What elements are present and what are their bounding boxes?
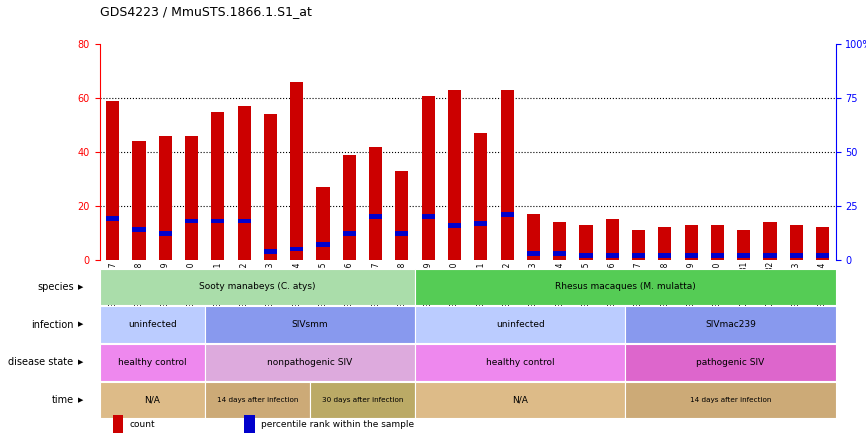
Text: ▶: ▶ <box>78 284 83 290</box>
Bar <box>204 306 415 343</box>
Text: ▶: ▶ <box>78 359 83 365</box>
Text: pathogenic SIV: pathogenic SIV <box>696 358 765 367</box>
Bar <box>415 269 836 305</box>
Bar <box>579 225 592 260</box>
Bar <box>369 147 382 260</box>
Text: percentile rank within the sample: percentile rank within the sample <box>262 420 415 428</box>
Bar <box>684 253 698 258</box>
Text: GDS4223 / MmuSTS.1866.1.S1_at: GDS4223 / MmuSTS.1866.1.S1_at <box>100 5 312 18</box>
Text: healthy control: healthy control <box>486 358 554 367</box>
Text: nonpathogenic SIV: nonpathogenic SIV <box>268 358 352 367</box>
Bar <box>553 251 566 256</box>
Bar <box>100 382 204 418</box>
Bar <box>396 171 409 260</box>
Bar <box>422 214 435 219</box>
Bar <box>790 225 803 260</box>
Bar <box>501 212 514 217</box>
Bar <box>316 187 330 260</box>
Text: ▶: ▶ <box>78 321 83 328</box>
Bar <box>158 136 171 260</box>
Bar <box>204 344 415 381</box>
Bar <box>211 112 224 260</box>
Text: healthy control: healthy control <box>118 358 186 367</box>
Text: Sooty manabeys (C. atys): Sooty manabeys (C. atys) <box>199 282 315 291</box>
Text: 14 days after infection: 14 days after infection <box>216 397 298 403</box>
Bar <box>605 219 619 260</box>
Text: uninfected: uninfected <box>496 320 545 329</box>
Bar <box>185 218 198 223</box>
Bar <box>237 106 251 260</box>
Bar <box>100 306 204 343</box>
Bar <box>737 253 750 258</box>
Bar <box>475 133 488 260</box>
Text: infection: infection <box>31 320 74 329</box>
Bar <box>625 306 836 343</box>
Bar <box>107 101 120 260</box>
Bar <box>264 115 277 260</box>
Bar <box>684 225 698 260</box>
Text: N/A: N/A <box>145 396 160 404</box>
Bar <box>415 382 625 418</box>
Bar <box>158 231 171 236</box>
Text: 30 days after infection: 30 days after infection <box>322 397 404 403</box>
Bar <box>290 82 303 260</box>
Text: time: time <box>51 395 74 405</box>
Bar <box>204 382 310 418</box>
Text: count: count <box>130 420 156 428</box>
Bar <box>711 253 724 258</box>
Bar <box>343 155 356 260</box>
Bar <box>132 141 145 260</box>
Bar <box>737 230 750 260</box>
Bar <box>415 344 625 381</box>
Bar <box>448 223 461 228</box>
Bar <box>369 214 382 219</box>
Bar <box>237 218 251 223</box>
Bar <box>448 90 461 260</box>
Bar <box>244 415 255 433</box>
Bar <box>816 227 829 260</box>
Bar <box>132 227 145 232</box>
Text: N/A: N/A <box>513 396 528 404</box>
Bar <box>475 221 488 226</box>
Bar <box>625 344 836 381</box>
Bar <box>107 216 120 221</box>
Text: species: species <box>37 282 74 292</box>
Bar <box>658 253 671 258</box>
Bar <box>625 382 836 418</box>
Bar <box>316 242 330 247</box>
Bar <box>632 253 645 258</box>
Bar <box>632 230 645 260</box>
Bar <box>290 246 303 251</box>
Text: disease state: disease state <box>9 357 74 367</box>
Bar <box>658 227 671 260</box>
Bar <box>527 251 540 256</box>
Text: SIVsmm: SIVsmm <box>292 320 328 329</box>
Bar <box>396 231 409 236</box>
Bar <box>185 136 198 260</box>
Bar <box>553 222 566 260</box>
Bar <box>764 222 777 260</box>
Bar <box>343 231 356 236</box>
Bar <box>527 214 540 260</box>
Bar <box>790 253 803 258</box>
Bar <box>501 90 514 260</box>
Bar <box>711 225 724 260</box>
Text: ▶: ▶ <box>78 397 83 403</box>
Bar <box>100 269 415 305</box>
Text: Rhesus macaques (M. mulatta): Rhesus macaques (M. mulatta) <box>555 282 695 291</box>
Text: 14 days after infection: 14 days after infection <box>690 397 772 403</box>
Text: SIVmac239: SIVmac239 <box>705 320 756 329</box>
Bar <box>100 344 204 381</box>
Bar <box>605 253 619 258</box>
Bar <box>310 382 415 418</box>
Text: uninfected: uninfected <box>128 320 177 329</box>
Bar <box>816 253 829 258</box>
Bar <box>264 249 277 254</box>
Bar <box>211 218 224 223</box>
Bar <box>579 253 592 258</box>
Bar <box>422 95 435 260</box>
Bar <box>415 306 625 343</box>
Bar <box>113 415 123 433</box>
Bar <box>764 253 777 258</box>
